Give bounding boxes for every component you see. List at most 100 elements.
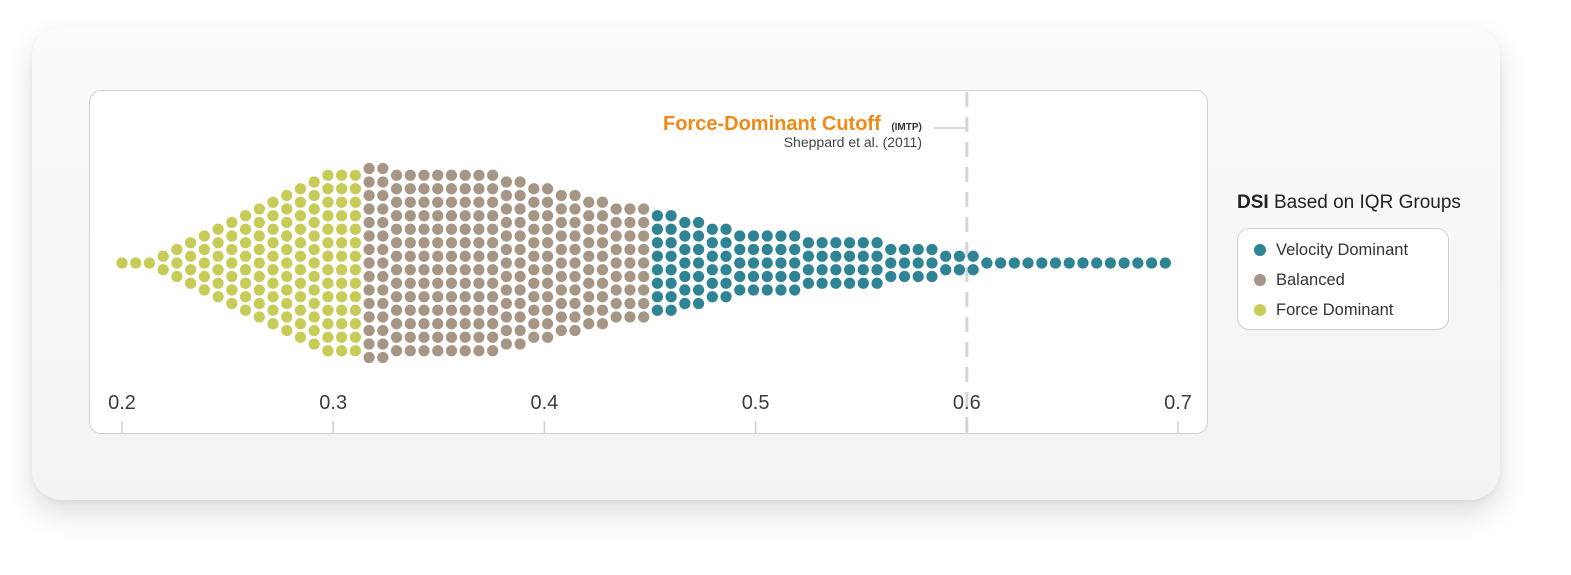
- data-point: [198, 230, 210, 242]
- data-point: [500, 203, 512, 215]
- data-point: [377, 338, 389, 350]
- data-point: [226, 216, 238, 229]
- data-point: [1159, 257, 1171, 269]
- legend-title-rest: Based on IQR Groups: [1268, 192, 1461, 213]
- data-point: [610, 257, 622, 269]
- data-point: [377, 189, 389, 202]
- data-point: [610, 311, 622, 323]
- data-point: [500, 243, 512, 256]
- data-point: [541, 331, 554, 343]
- data-point: [294, 318, 307, 330]
- data-point: [500, 311, 512, 323]
- data-point: [994, 257, 1007, 269]
- data-point: [281, 189, 293, 202]
- legend-item-velocity-dominant: Velocity Dominant: [1254, 239, 1408, 261]
- data-point: [349, 183, 361, 195]
- data-point: [665, 277, 677, 289]
- data-point: [459, 210, 471, 222]
- data-point: [885, 243, 897, 256]
- data-point: [322, 250, 334, 262]
- data-point: [226, 230, 238, 242]
- data-point: [596, 250, 609, 262]
- data-point: [747, 230, 760, 242]
- dots-group: [116, 162, 1171, 364]
- data-point: [583, 277, 595, 289]
- data-point: [212, 223, 224, 235]
- data-point: [843, 237, 856, 249]
- data-point: [432, 196, 444, 208]
- data-point: [734, 257, 746, 269]
- data-point: [940, 264, 952, 276]
- data-point: [185, 237, 197, 249]
- data-point: [500, 338, 512, 350]
- data-point: [541, 250, 554, 262]
- data-point: [569, 284, 581, 296]
- legend-title: DSI Based on IQR Groups: [1237, 192, 1461, 214]
- data-point: [349, 169, 361, 181]
- data-point: [432, 210, 444, 222]
- data-point: [624, 297, 636, 310]
- annotation-subtitle: Sheppard et al. (2011): [784, 134, 922, 150]
- data-point: [377, 351, 389, 364]
- data-point: [651, 291, 663, 303]
- data-point: [418, 210, 430, 222]
- data-point: [432, 264, 444, 276]
- legend-title-bold: DSI: [1237, 192, 1269, 213]
- data-point: [638, 297, 650, 310]
- data-point: [377, 162, 389, 175]
- data-point: [363, 189, 375, 202]
- data-point: [775, 243, 787, 256]
- data-point: [459, 250, 471, 262]
- data-point: [555, 243, 567, 256]
- data-point: [1077, 257, 1089, 269]
- data-point: [459, 169, 471, 181]
- data-point: [267, 318, 279, 330]
- data-point: [473, 183, 485, 195]
- data-point: [761, 270, 773, 283]
- data-point: [953, 264, 966, 276]
- data-point: [665, 291, 677, 303]
- balanced-dot-icon: [1254, 274, 1266, 286]
- data-point: [294, 304, 307, 316]
- data-point: [404, 250, 416, 262]
- data-point: [789, 270, 801, 283]
- data-point: [651, 223, 663, 235]
- data-point: [473, 345, 485, 357]
- data-point: [322, 196, 334, 208]
- data-point: [336, 223, 348, 235]
- data-point: [569, 189, 581, 202]
- data-point: [432, 345, 444, 357]
- data-point: [679, 270, 691, 283]
- data-point: [569, 324, 581, 337]
- data-point: [706, 277, 718, 289]
- data-point: [885, 257, 897, 269]
- data-point: [239, 223, 252, 235]
- data-point: [541, 318, 554, 330]
- data-point: [555, 284, 567, 296]
- data-point: [651, 304, 663, 316]
- data-point: [569, 311, 581, 323]
- data-point: [349, 345, 361, 357]
- data-point: [404, 264, 416, 276]
- data-point: [583, 304, 595, 316]
- data-point: [775, 230, 787, 242]
- data-point: [734, 284, 746, 296]
- data-point: [294, 237, 307, 249]
- annotation-title-suffix: (IMTP): [891, 122, 922, 133]
- data-point: [706, 223, 718, 235]
- data-point: [267, 196, 279, 208]
- data-point: [857, 264, 869, 276]
- data-point: [816, 237, 828, 249]
- data-point: [322, 345, 334, 357]
- data-point: [432, 250, 444, 262]
- data-point: [308, 203, 320, 215]
- data-point: [624, 243, 636, 256]
- data-point: [459, 237, 471, 249]
- data-point: [377, 297, 389, 310]
- data-point: [665, 264, 677, 276]
- data-point: [830, 264, 842, 276]
- data-point: [390, 223, 403, 235]
- data-point: [926, 270, 938, 283]
- data-point: [473, 250, 485, 262]
- data-point: [528, 264, 540, 276]
